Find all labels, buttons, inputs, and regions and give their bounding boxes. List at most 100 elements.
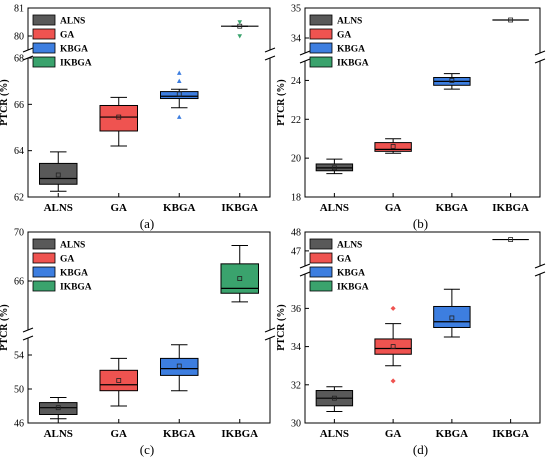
- x-tick-label: ALNS: [320, 202, 349, 214]
- x-tick-label: ALNS: [320, 428, 349, 440]
- axis-break-mark-left: [299, 271, 311, 277]
- plot-frame: [304, 7, 541, 198]
- box-alns: [38, 162, 78, 185]
- x-tick-label: KBGA: [436, 202, 468, 214]
- axis-break-gap-left: [299, 53, 311, 61]
- legend-label-alns: ALNS: [337, 17, 362, 27]
- chart-panel-2: 18 20 22 24 34 35 PTCR (%) ALNS GA KBGA IKBGA ALNS G…: [276, 4, 546, 231]
- axis-break-mark-right: [534, 271, 546, 277]
- legend-swatch-kbga: [32, 266, 56, 278]
- box-ga: [99, 369, 139, 392]
- outlier-point: [237, 20, 243, 25]
- y-tick-label: 81: [14, 4, 24, 15]
- legend-label-ga: GA: [337, 31, 351, 41]
- legend-swatch-alns: [309, 14, 333, 26]
- y-tick-label: 47: [291, 246, 301, 257]
- legend-label-alns: ALNS: [60, 241, 85, 251]
- y-tick-label: 80: [14, 32, 24, 43]
- x-tick-label: KBGA: [436, 428, 468, 440]
- y-tick-label: 62: [14, 193, 24, 204]
- x-tick-label: IKBGA: [221, 202, 258, 214]
- legend-label-ikbga: IKBGA: [337, 59, 369, 69]
- outlier-point: [390, 378, 396, 384]
- legend-swatch-ga: [309, 252, 333, 264]
- y-tick-label: 34: [291, 34, 301, 45]
- y-tick-label: 46: [14, 419, 24, 430]
- y-tick-label: 48: [291, 228, 301, 239]
- outlier-point: [176, 70, 182, 75]
- legend-swatch-ikbga: [32, 56, 56, 68]
- mean-marker: [449, 78, 455, 83]
- legend-swatch-ikbga: [32, 280, 56, 292]
- axis-break-mark-left: [299, 263, 311, 269]
- axis-break-mark-right: [264, 55, 276, 61]
- y-axis-label: PTCR (%): [0, 304, 10, 350]
- legend-swatch-alns: [32, 14, 56, 26]
- axis-break-mark-left: [22, 327, 34, 333]
- y-tick-label: 34: [291, 342, 301, 353]
- box-ga: [374, 142, 412, 152]
- x-tick-label: IKBGA: [492, 202, 529, 214]
- axis-break-gap-left: [22, 330, 34, 338]
- legend-label-ikbga: IKBGA: [60, 59, 92, 69]
- x-tick-label: GA: [111, 428, 128, 440]
- axis-break-mark-right: [534, 263, 546, 269]
- panel-label: (c): [140, 442, 154, 457]
- plot-frame: [27, 7, 271, 198]
- y-tick-label: 30: [291, 419, 301, 430]
- panel-label: (a): [140, 216, 154, 231]
- y-tick-label: 68: [14, 54, 24, 65]
- mean-marker: [55, 172, 61, 178]
- outlier-point: [390, 305, 396, 311]
- outlier-point: [176, 114, 182, 119]
- axis-break-mark-right: [264, 327, 276, 333]
- chart-panel-1: 62 64 66 68 80 81 PTCR (%) ALNS GA KBGA IKBGA ALNS G…: [0, 4, 276, 231]
- axis-break-mark-right: [264, 335, 276, 341]
- y-tick-label: 66: [14, 100, 24, 111]
- y-tick-label: 36: [291, 304, 301, 315]
- x-tick-label: GA: [385, 202, 402, 214]
- legend-label-kbga: KBGA: [337, 269, 365, 279]
- x-tick-label: KBGA: [163, 428, 195, 440]
- y-tick-label: 32: [291, 380, 301, 391]
- mean-marker: [390, 144, 396, 149]
- legend-swatch-kbga: [309, 42, 333, 54]
- panel-label: (b): [413, 216, 428, 231]
- y-tick-label: 64: [14, 146, 24, 157]
- x-tick-label: ALNS: [44, 202, 73, 214]
- mean-marker: [237, 276, 243, 281]
- axis-break-mark-left: [22, 47, 34, 53]
- box-kbga: [159, 357, 199, 376]
- legend-swatch-ikbga: [309, 56, 333, 68]
- box-ga: [99, 104, 139, 132]
- box-alns: [38, 402, 78, 416]
- plot-frame: [304, 231, 541, 424]
- mean-marker: [176, 363, 182, 369]
- x-tick-label: IKBGA: [492, 428, 529, 440]
- y-tick-label: 20: [291, 154, 301, 165]
- legend-swatch-ga: [32, 252, 56, 264]
- panel-label: (d): [413, 442, 428, 457]
- legend-label-ga: GA: [60, 255, 74, 265]
- y-tick-label: 66: [14, 277, 24, 288]
- axis-break-mark-left: [22, 335, 34, 341]
- axis-break-gap-right: [534, 266, 546, 274]
- mean-marker: [55, 405, 61, 411]
- legend-label-alns: ALNS: [337, 241, 362, 251]
- outlier-point: [176, 78, 182, 83]
- legend-swatch-kbga: [32, 42, 56, 54]
- mean-marker: [449, 315, 455, 321]
- legend-swatch-alns: [32, 238, 56, 250]
- mean-marker: [116, 114, 122, 120]
- y-tick-label: 18: [291, 193, 301, 204]
- legend-label-kbga: KBGA: [60, 45, 88, 55]
- y-axis-label: PTCR (%): [276, 304, 287, 350]
- box-ga: [374, 338, 412, 355]
- legend-label-kbga: KBGA: [337, 45, 365, 55]
- mean-marker: [390, 344, 396, 349]
- outlier-point: [237, 34, 243, 39]
- axis-break-mark-left: [299, 50, 311, 56]
- y-axis-label: PTCR (%): [276, 79, 287, 125]
